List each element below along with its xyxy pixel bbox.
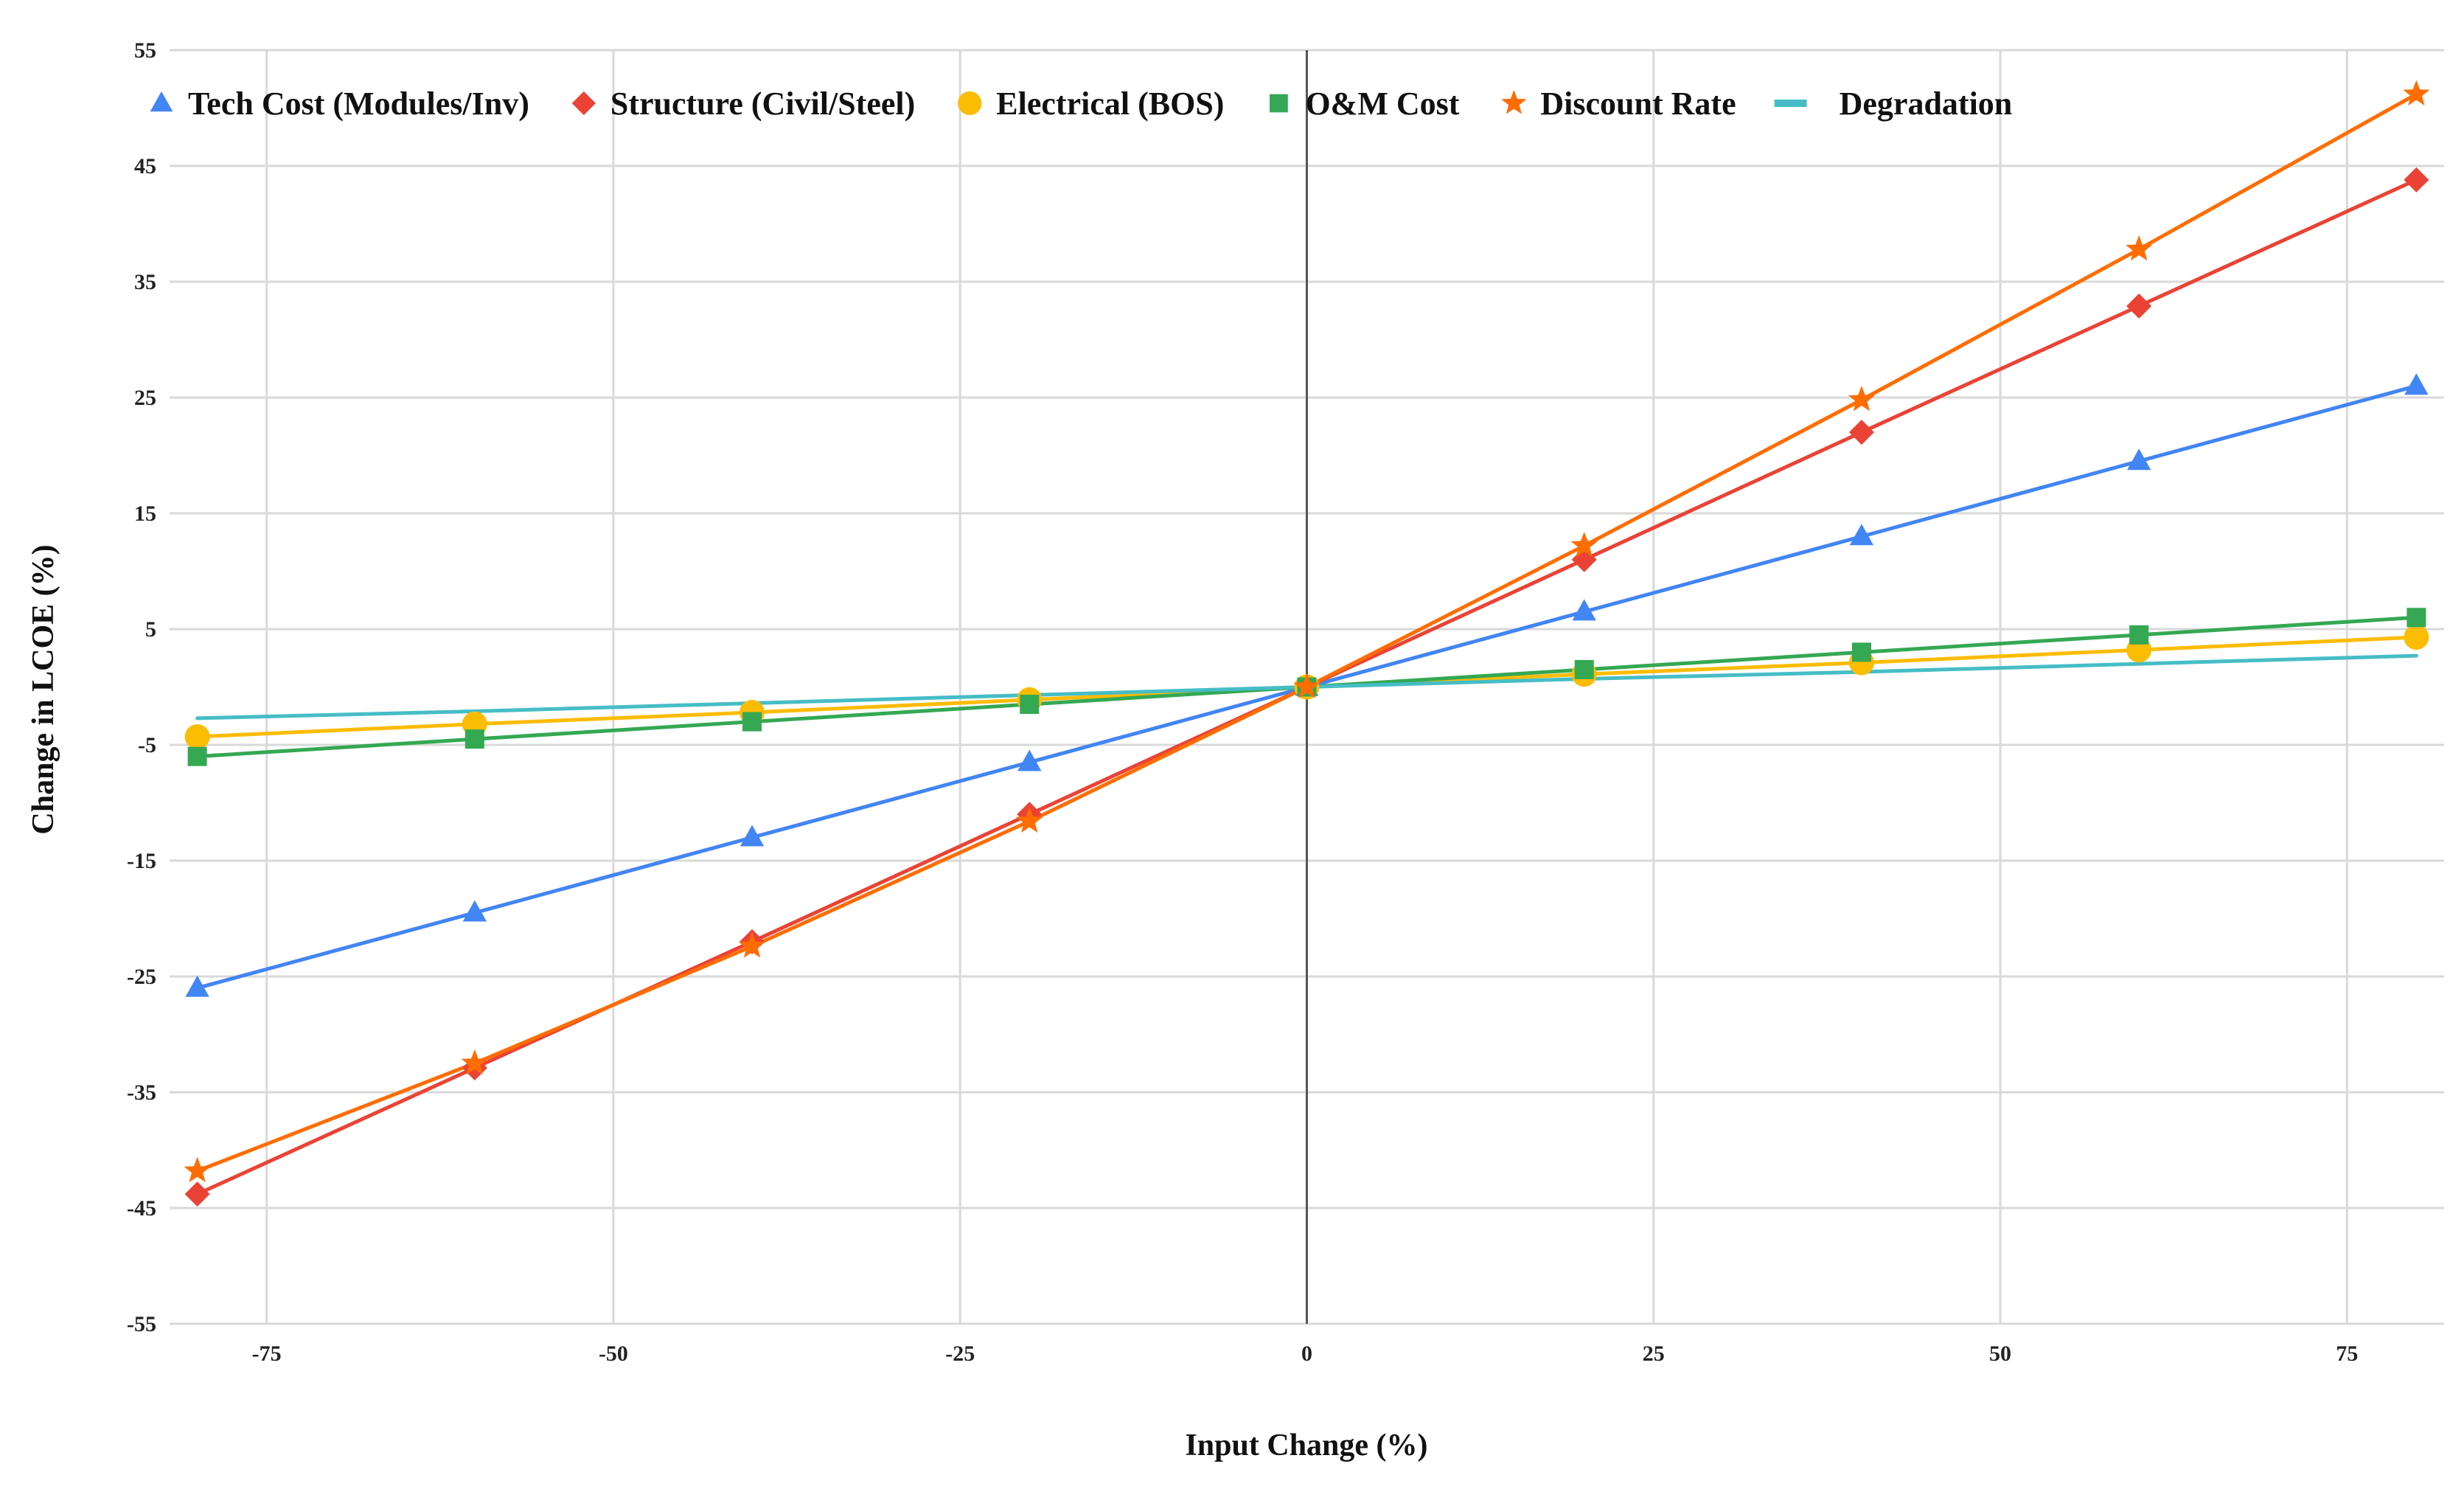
data-point-oandm-cost: [1851, 642, 1871, 662]
legend-item-tech-cost-modules-inv: Tech Cost (Modules/Inv): [150, 86, 529, 122]
legend: Tech Cost (Modules/Inv) Structure (Civil/…: [150, 86, 2013, 122]
data-point-electrical-bos: [184, 724, 210, 750]
data-point-oandm-cost: [464, 729, 484, 749]
x-tick-label: 0: [1301, 1342, 1312, 1366]
y-tick-label: -45: [127, 1196, 156, 1221]
data-point-oandm-cost: [187, 746, 207, 766]
data-point-tech-cost-modules-inv: [1572, 599, 1596, 621]
legend-item-degradation: Degradation: [1774, 86, 2013, 122]
data-point-tech-cost-modules-inv: [1849, 524, 1874, 546]
data-point-tech-cost-modules-inv: [2404, 373, 2429, 395]
y-axis-title: Change in LCOE (%): [27, 544, 60, 834]
y-tick-label: 35: [134, 270, 156, 294]
x-tick-label: 50: [1989, 1342, 2011, 1366]
data-point-structure-civil-steel: [184, 1181, 210, 1207]
legend-label: Degradation: [1840, 86, 2013, 122]
y-tick-label: 5: [145, 617, 156, 642]
y-tick-label: -25: [127, 965, 156, 989]
y-tick-label: -55: [127, 1312, 156, 1336]
data-point-tech-cost-modules-inv: [185, 975, 209, 997]
data-point-discount-rate: [1016, 807, 1043, 833]
data-point-structure-civil-steel: [2404, 167, 2429, 192]
legend-swatch-star: [1501, 89, 1527, 114]
data-point-discount-rate: [738, 932, 766, 958]
data-point-discount-rate: [2126, 235, 2153, 261]
data-point-discount-rate: [1848, 386, 1876, 412]
x-tick-label: -50: [599, 1342, 628, 1366]
legend-swatch-circle: [958, 91, 982, 116]
data-point-discount-rate: [1570, 531, 1598, 558]
data-point-oandm-cost: [1020, 695, 1040, 715]
legend-swatch-triangle: [150, 91, 173, 112]
data-point-oandm-cost: [742, 712, 762, 732]
x-axis-title: Input Change (%): [1185, 1429, 1427, 1462]
legend-label: O&M Cost: [1305, 86, 1459, 122]
legend-item-oandm-cost: O&M Cost: [1270, 86, 1460, 122]
y-tick-label: -35: [127, 1080, 156, 1105]
data-point-oandm-cost: [1574, 659, 1594, 679]
data-point-discount-rate: [461, 1049, 488, 1075]
y-tick-label: 55: [134, 38, 156, 63]
x-tick-label: -25: [945, 1342, 975, 1366]
legend-label: Electrical (BOS): [996, 86, 1224, 122]
y-tick-label: 25: [134, 386, 156, 410]
series-markers: [184, 80, 2430, 1207]
data-point-tech-cost-modules-inv: [739, 825, 765, 847]
y-tick-label: -5: [138, 733, 156, 757]
data-point-tech-cost-modules-inv: [2127, 448, 2151, 471]
y-tick-label: 45: [134, 154, 156, 178]
legend-label: Structure (Civil/Steel): [610, 86, 915, 122]
data-point-structure-civil-steel: [1848, 420, 1874, 445]
legend-item-electrical-bos: Electrical (BOS): [958, 86, 1224, 122]
x-tick-label: -75: [252, 1342, 282, 1366]
y-tick-label: -15: [127, 849, 156, 873]
y-tick-labels: 55 45 35 25 15 5 -5 -15 -25 -35 -45 -55: [127, 38, 156, 1336]
x-tick-label: 25: [1643, 1342, 1665, 1366]
data-point-structure-civil-steel: [2126, 293, 2152, 319]
data-point-discount-rate: [1293, 673, 1320, 698]
data-point-electrical-bos: [2404, 624, 2429, 650]
legend-swatch-line: [1774, 100, 1807, 107]
legend-label: Tech Cost (Modules/Inv): [188, 86, 529, 122]
legend-label: Discount Rate: [1540, 86, 1736, 122]
legend-item-discount-rate: Discount Rate: [1501, 86, 1736, 122]
data-point-tech-cost-modules-inv: [1017, 749, 1042, 771]
data-point-oandm-cost: [2129, 625, 2149, 645]
data-point-discount-rate: [2403, 80, 2430, 106]
legend-swatch-diamond: [571, 91, 596, 116]
legend-item-structure-civil-steel: Structure (Civil/Steel): [571, 86, 915, 122]
data-point-tech-cost-modules-inv: [462, 900, 487, 922]
data-point-oandm-cost: [2406, 608, 2426, 628]
legend-swatch-square: [1270, 94, 1288, 113]
x-tick-labels: -75 -50 -25 0 25 50 75: [252, 1342, 2359, 1366]
y-tick-label: 15: [134, 501, 156, 526]
x-tick-label: 75: [2336, 1342, 2358, 1366]
data-point-discount-rate: [184, 1156, 211, 1183]
